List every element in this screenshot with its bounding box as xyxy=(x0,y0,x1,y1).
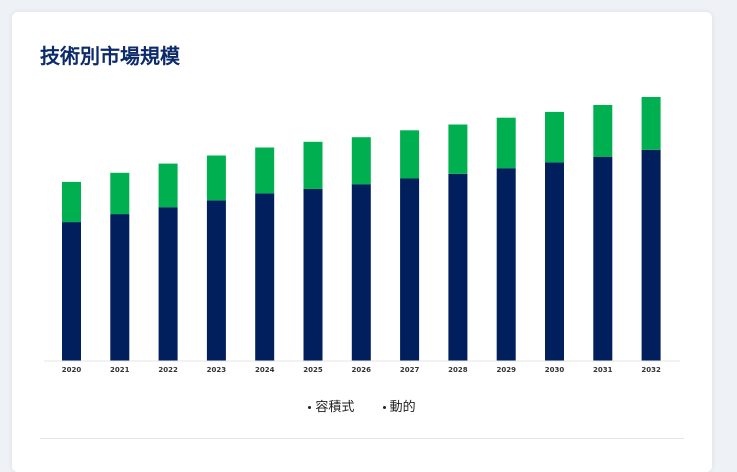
bar-2022-series-2[interactable] xyxy=(158,163,178,208)
x-tick-label: 2029 xyxy=(496,366,516,374)
chart-title: 技術別市場規模 xyxy=(40,44,180,68)
divider xyxy=(40,438,684,439)
legend: 容積式 動的 xyxy=(12,396,712,415)
x-tick-label: 2030 xyxy=(545,366,565,374)
x-tick-label: 2031 xyxy=(593,366,613,374)
legend-dot-icon xyxy=(308,406,312,409)
x-tick-label: 2023 xyxy=(207,366,227,374)
x-tick-label: 2022 xyxy=(158,366,178,374)
bar-2024-series-1[interactable] xyxy=(255,193,275,361)
legend-label: 動的 xyxy=(389,400,416,415)
bar-2032-series-1[interactable] xyxy=(641,149,661,361)
x-tick-label: 2032 xyxy=(641,366,661,374)
bars-group xyxy=(62,97,661,361)
legend-item-series-2[interactable]: 動的 xyxy=(382,396,416,415)
bar-chart: 2020 2021 2022 2023 2024 2025 2026 2027 2028 2029… xyxy=(44,97,680,374)
legend-dot-icon xyxy=(382,406,386,409)
bar-2028-series-1[interactable] xyxy=(448,173,468,361)
x-tick-label: 2026 xyxy=(352,366,372,374)
bar-2021-series-1[interactable] xyxy=(110,214,130,361)
bar-2025-series-2[interactable] xyxy=(303,141,323,189)
bar-2023-series-2[interactable] xyxy=(206,155,226,201)
x-tick-label: 2021 xyxy=(110,366,130,374)
bar-2030-series-1[interactable] xyxy=(545,162,564,361)
bar-2022-series-1[interactable] xyxy=(158,207,178,361)
x-tick-label: 2024 xyxy=(255,366,275,374)
bar-2031-series-1[interactable] xyxy=(593,156,613,361)
legend-label: 容積式 xyxy=(315,400,355,415)
bar-2021-series-2[interactable] xyxy=(110,172,130,215)
x-tick-label: 2020 xyxy=(62,366,82,374)
bar-2024-series-2[interactable] xyxy=(255,147,275,194)
bar-2020-series-2[interactable] xyxy=(62,181,81,223)
bar-2032-series-2[interactable] xyxy=(641,97,661,150)
bar-2028-series-2[interactable] xyxy=(448,124,468,174)
bar-2025-series-1[interactable] xyxy=(303,188,323,361)
bar-2030-series-2[interactable] xyxy=(545,111,564,163)
x-tick-label: 2025 xyxy=(303,366,323,374)
bar-2027-series-1[interactable] xyxy=(400,178,420,362)
bar-2026-series-1[interactable] xyxy=(351,184,371,361)
bar-2029-series-2[interactable] xyxy=(496,117,516,169)
legend-item-series-1[interactable]: 容積式 xyxy=(308,396,354,415)
x-tick-label: 2027 xyxy=(400,366,420,374)
chart-card: 技術別市場規模 2020 2021 2022 2023 2024 2025 2026 2027… xyxy=(12,12,712,472)
bar-2027-series-2[interactable] xyxy=(400,130,420,179)
x-axis-ticks: 2020 2021 2022 2023 2024 2025 2026 2027 2028 2029… xyxy=(62,366,661,374)
bar-2029-series-1[interactable] xyxy=(496,168,516,361)
x-tick-label: 2028 xyxy=(448,366,468,374)
bar-2020-series-1[interactable] xyxy=(62,222,81,361)
bar-2023-series-1[interactable] xyxy=(206,200,226,361)
bar-2031-series-2[interactable] xyxy=(593,105,613,157)
bar-2026-series-2[interactable] xyxy=(351,137,371,185)
